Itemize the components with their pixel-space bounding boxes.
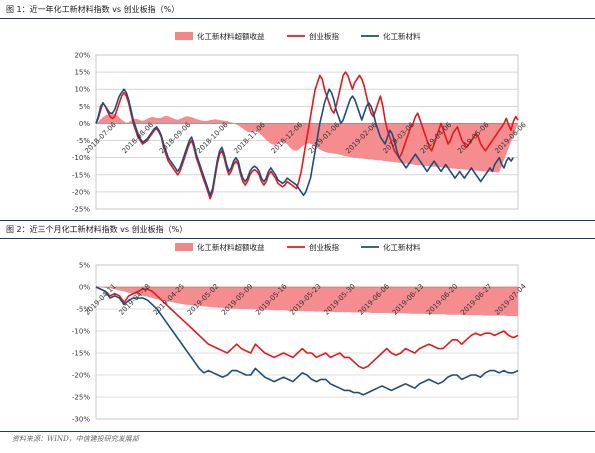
legend-item: 化工新材料: [361, 31, 421, 41]
x-tick-label: 2018-10-06: [195, 120, 230, 155]
y-tick-label: -30%: [72, 416, 90, 424]
legend-label: 创业板指: [309, 31, 339, 41]
y-tick-label: 0%: [79, 284, 90, 292]
excess-area: [96, 113, 518, 173]
chart-title: 图 1：近一年化工新材料指数 vs 创业板指（%）: [6, 5, 180, 14]
chart-panel-1: 图 1：近一年化工新材料指数 vs 创业板指（%） 20% 15% 10% 5% 0% -…: [0, 0, 595, 220]
y-tick-label: 5%: [79, 103, 90, 111]
legend-label: 创业板指: [309, 242, 339, 252]
legend-label: 化工新材料: [383, 242, 421, 252]
y-tick-label: -5%: [76, 137, 90, 145]
excess-area: [96, 287, 518, 316]
legend-swatch: [175, 243, 193, 251]
title-rule: [0, 238, 595, 239]
y-tick-label: -10%: [72, 328, 90, 336]
legend-item: 化工新材料: [361, 242, 421, 252]
y-tick-label: -15%: [72, 171, 90, 179]
y-tick-label: 20%: [74, 52, 90, 60]
chuangye-line: [95, 286, 519, 370]
y-tick-label: -15%: [72, 350, 90, 358]
title-rule: [0, 18, 595, 19]
legend-label: 化工新材料超额收益: [197, 31, 265, 41]
y-tick-label: -25%: [72, 394, 90, 402]
chem-line: [95, 88, 514, 197]
legend-item: 创业板指: [287, 31, 339, 41]
y-tick-label: -20%: [72, 372, 90, 380]
y-tick-label: 5%: [79, 262, 90, 270]
chart-1-svg: 20%15%10%5%0%-5%-10%-15%-20%-25%2018-07-…: [72, 31, 528, 214]
chuangye-line: [95, 71, 519, 200]
y-tick-label: -5%: [76, 306, 90, 314]
chart-2-svg: 5%0%-5%-10%-15%-20%-25%-30%2019-04-11 201…: [72, 242, 528, 424]
y-tick-label: -10%: [72, 154, 90, 162]
y-tick-label: 0%: [79, 120, 90, 128]
x-tick-label: 2018-08-06: [121, 120, 156, 155]
legend-label: 化工新材料: [383, 31, 421, 41]
y-tick-label: -25%: [72, 206, 90, 214]
legend-item: 化工新材料超额收益: [175, 242, 265, 252]
y-tick-label: 10%: [74, 86, 90, 94]
y-tick-label: -20%: [72, 188, 90, 196]
bottom-rule: [0, 431, 595, 432]
legend-swatch: [175, 32, 193, 40]
chem-line: [95, 286, 519, 396]
source-note: 资料来源：WIND，中信建投研究发展部: [12, 435, 139, 443]
panel-divider: [0, 220, 595, 221]
y-tick-label: 15%: [74, 69, 90, 77]
chart-title: 图 2：近三个月化工新材料指数 vs 创业板指（%）: [6, 225, 188, 234]
legend-label: 化工新材料超额收益: [197, 242, 265, 252]
legend-item: 化工新材料超额收益: [175, 31, 265, 41]
chart-panel-2: 图 2：近三个月化工新材料指数 vs 创业板指（%） 5% 0% -5% -10% -1…: [0, 220, 595, 432]
legend-item: 创业板指: [287, 242, 339, 252]
